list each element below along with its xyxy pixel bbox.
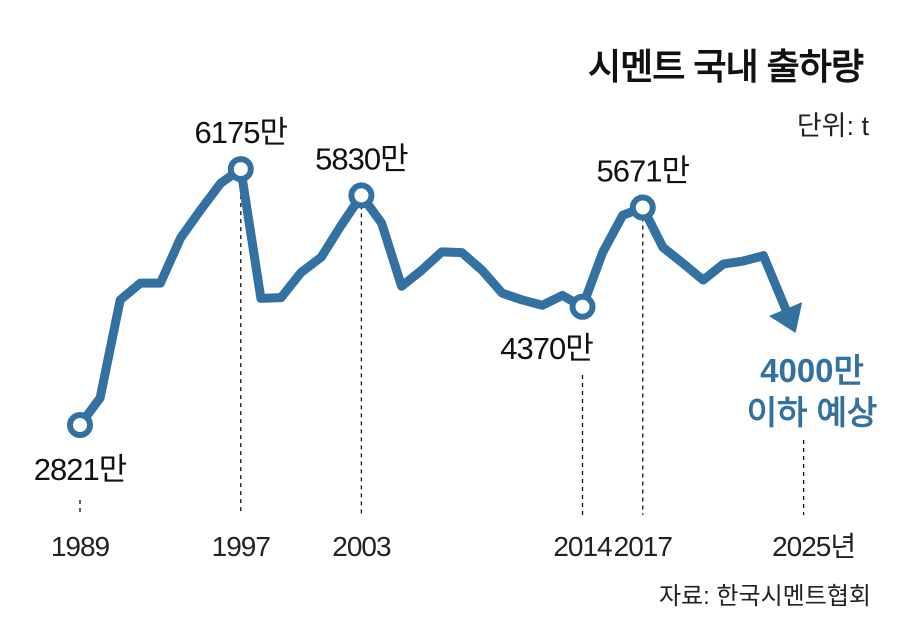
data-label-2014: 4370만 [500, 331, 593, 366]
source-label: 자료: 한국시멘트협회 [658, 583, 871, 610]
series-line [75, 164, 768, 430]
x-tick-label-2014: 2014 [553, 531, 612, 562]
highlight-marker-2003 [348, 182, 375, 209]
chart-title: 시멘트 국내 출하량 [588, 46, 864, 87]
highlight-marker-1989 [67, 412, 93, 438]
forecast-label-line2: 이하 예상 [747, 394, 878, 431]
highlight-marker-2014 [569, 293, 596, 320]
highlight-marker-2017 [629, 194, 656, 221]
x-tick-label-2017: 2017 [614, 531, 673, 562]
data-label-1997: 6175만 [195, 115, 288, 150]
forecast-label-line1: 4000만 [760, 352, 864, 389]
x-tick-label-1989: 1989 [51, 531, 110, 562]
data-label-2003: 5830만 [315, 141, 408, 176]
x-tick-label-1997: 1997 [212, 531, 271, 562]
x-tick-label-2025: 2025년 [772, 531, 855, 562]
highlight-marker-1997 [227, 156, 254, 183]
data-label-2017: 5671만 [597, 154, 690, 189]
forecast-arrow-head [768, 302, 803, 334]
x-tick-label-2003: 2003 [332, 531, 391, 562]
data-label-1989: 2821만 [34, 452, 127, 487]
forecast-line [758, 251, 791, 314]
unit-label: 단위: t [796, 111, 869, 141]
